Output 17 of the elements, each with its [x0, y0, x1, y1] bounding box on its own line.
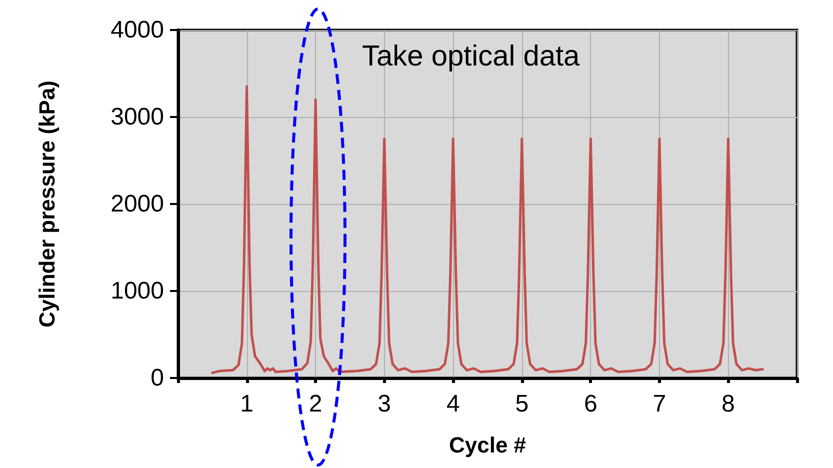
- x-tick-label: 4: [446, 390, 460, 418]
- x-tick-label: 8: [722, 390, 735, 418]
- line-series: [211, 85, 764, 374]
- annotation: Take optical data: [362, 40, 581, 72]
- y-tick-label: 2000: [110, 190, 164, 218]
- y-tick-label: 4000: [110, 16, 164, 44]
- x-tick-label: 5: [515, 390, 529, 418]
- y-tick-label: 1000: [110, 278, 164, 304]
- x-tick-label: 2: [308, 390, 322, 418]
- y-tick-label: 3000: [110, 104, 164, 130]
- x-tick-label: 6: [584, 390, 598, 418]
- x-tick-label: 7: [652, 390, 666, 418]
- y-tick-label: 0: [150, 364, 164, 392]
- x-axis-title: Cycle #: [448, 432, 526, 458]
- y-axis-title: Cylinder pressure (kPa): [34, 80, 60, 328]
- x-tick-label: 1: [240, 390, 254, 418]
- x-tick-label: 3: [378, 390, 392, 418]
